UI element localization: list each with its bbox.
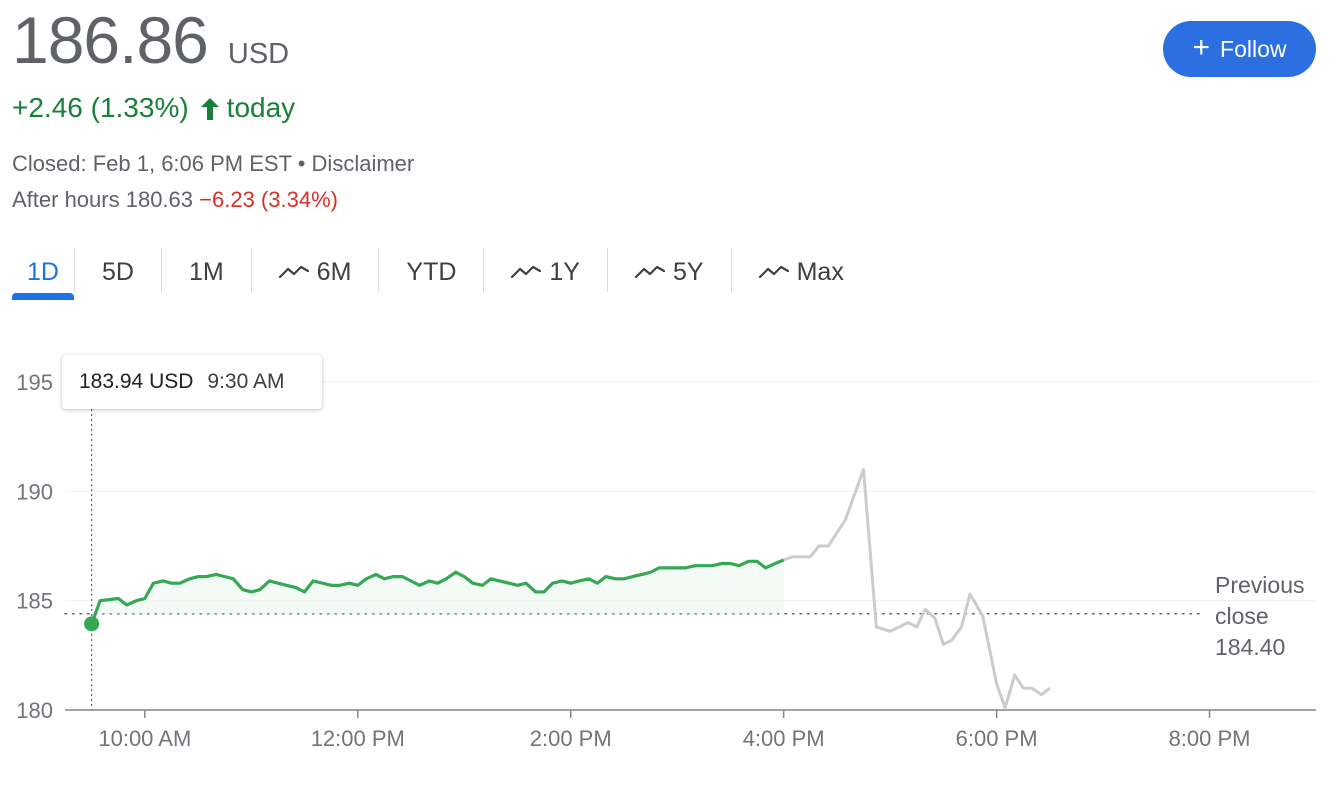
range-tabs: 1D 5D 1M 6M YTD 1Y 5Y Max <box>12 244 871 300</box>
tab-6m[interactable]: 6M <box>252 244 379 300</box>
follow-label: Follow <box>1220 35 1287 62</box>
x-tick-label: 12:00 PM <box>311 726 405 751</box>
y-tick-label: 195 <box>16 370 53 395</box>
x-tick-label: 6:00 PM <box>956 726 1038 751</box>
tab-label: 1D <box>27 257 59 286</box>
session-gain-area <box>91 559 784 624</box>
tab-1m[interactable]: 1M <box>162 244 251 300</box>
after-hours-label: After hours 180.63 <box>12 187 194 212</box>
regular-session-line <box>90 558 785 625</box>
x-tick-label: 8:00 PM <box>1169 726 1251 751</box>
tab-separator <box>73 248 75 292</box>
follow-button[interactable]: + Follow <box>1163 21 1316 77</box>
y-tick-label: 190 <box>16 479 53 504</box>
previous-close-label: close <box>1215 603 1269 629</box>
tab-separator <box>378 248 380 292</box>
change-suffix: today <box>226 92 296 123</box>
previous-close-label: 184.40 <box>1215 634 1285 660</box>
active-tab-indicator <box>12 293 74 300</box>
quote-header: 186.86 USD <box>12 2 289 78</box>
plus-icon: + <box>1192 31 1211 64</box>
tab-1y[interactable]: 1Y <box>484 244 607 300</box>
tab-separator <box>250 248 252 292</box>
tooltip-time: 9:30 AM <box>207 370 285 393</box>
trend-line-icon <box>278 265 309 279</box>
current-price: 186.86 <box>12 3 209 77</box>
tab-separator <box>730 248 732 292</box>
previous-close-label: Previous <box>1215 572 1304 598</box>
tooltip-value: 183.94 USD <box>79 370 194 393</box>
arrow-up-icon <box>199 96 221 122</box>
tab-label: Max <box>796 257 844 286</box>
tab-5y[interactable]: 5Y <box>608 244 731 300</box>
x-tick-label: 2:00 PM <box>530 726 612 751</box>
y-tick-label: 185 <box>16 589 53 614</box>
trend-line-icon <box>758 265 789 279</box>
tab-max[interactable]: Max <box>732 244 871 300</box>
tab-1d[interactable]: 1D <box>12 244 74 300</box>
tab-5d[interactable]: 5D <box>75 244 161 300</box>
trend-line-icon <box>635 265 665 279</box>
price-change: +2.46 (1.33%) today <box>12 92 295 124</box>
hover-point <box>84 616 100 632</box>
tab-separator <box>607 248 608 292</box>
tab-separator <box>160 248 162 292</box>
hover-tooltip: 183.94 USD 9:30 AM <box>62 355 322 409</box>
tab-label: 5Y <box>673 257 704 286</box>
currency-label: USD <box>227 38 290 70</box>
closed-status: Closed: Feb 1, 6:06 PM EST • Disclaimer <box>12 151 415 176</box>
after-hours: After hours 180.63 −6.23 (3.34%) <box>12 187 338 213</box>
y-tick-label: 180 <box>16 698 53 723</box>
after-hours-change: −6.23 (3.34%) <box>199 187 338 212</box>
tab-label: YTD <box>406 257 457 286</box>
x-tick-label: 10:00 AM <box>98 726 191 751</box>
tab-ytd[interactable]: YTD <box>379 244 483 300</box>
tab-label: 5D <box>101 257 134 286</box>
after-hours-line <box>783 467 1051 710</box>
tab-label: 6M <box>316 257 352 286</box>
tab-label: 1M <box>188 257 224 286</box>
tab-separator <box>483 248 485 292</box>
tab-label: 1Y <box>549 257 580 286</box>
x-tick-label: 4:00 PM <box>743 726 825 751</box>
change-value: +2.46 (1.33%) <box>12 92 189 123</box>
trend-line-icon <box>511 265 542 279</box>
